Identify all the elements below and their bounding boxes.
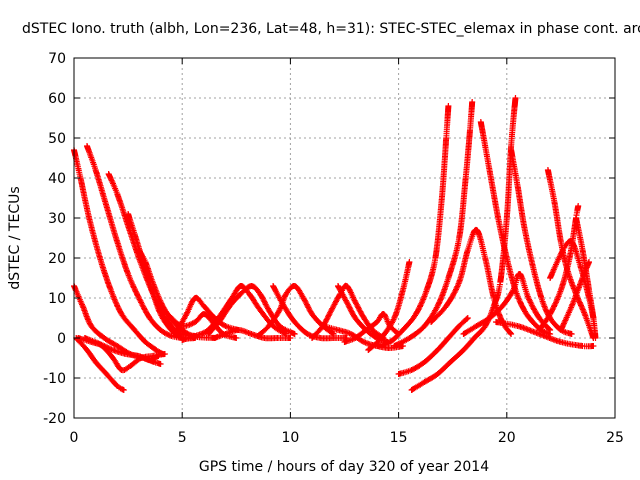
data-marker (93, 167, 109, 208)
data-marker (439, 136, 449, 201)
data-marker (104, 203, 120, 244)
y-tick-label: 0 (57, 331, 66, 347)
x-tick-label: 0 (70, 430, 79, 446)
data-marker (456, 176, 468, 241)
y-tick-label: -10 (43, 371, 66, 387)
data-marker (443, 103, 451, 141)
data-marker (71, 147, 83, 179)
data-marker (521, 223, 535, 268)
data-marker (467, 99, 475, 133)
y-axis-label: dSTEC / TECUs (7, 186, 23, 289)
y-tick-label: 40 (48, 171, 66, 187)
x-tick-label: 25 (606, 430, 624, 446)
series-arc-04 (125, 211, 198, 342)
y-tick-label: 20 (48, 251, 66, 267)
x-axis-label: GPS time / hours of day 320 of year 2014 (199, 459, 489, 475)
data-marker (515, 183, 527, 228)
y-tick-label: -20 (43, 411, 66, 427)
data-marker (487, 167, 501, 220)
series-arc-28 (508, 147, 575, 337)
y-tick-label: 10 (48, 291, 66, 307)
data-markers (71, 95, 599, 393)
data-marker (123, 351, 141, 359)
axis-tick-labels: 0 5 10 15 20 25 -20 -10 0 10 20 30 40 50 60 70 (43, 51, 624, 446)
data-marker (508, 95, 518, 149)
dstec-chart: 0 5 10 15 20 25 -20 -10 0 10 20 30 40 50 60 70 dSTEC Io… (0, 0, 640, 480)
data-marker (551, 199, 563, 244)
data-marker (97, 255, 113, 292)
data-marker (530, 263, 544, 300)
x-tick-label: 15 (390, 430, 408, 446)
data-marker (482, 255, 496, 300)
y-tick-label: 50 (48, 131, 66, 147)
data-marker (463, 128, 473, 181)
y-tick-label: 60 (48, 91, 66, 107)
data-marker (119, 311, 137, 332)
x-tick-label: 5 (178, 430, 187, 446)
y-tick-label: 70 (48, 51, 66, 67)
data-marker (406, 324, 426, 341)
data-marker (400, 313, 418, 334)
data-marker (78, 175, 92, 220)
data-marker (84, 143, 98, 171)
data-marker (545, 167, 557, 203)
data-marker (86, 215, 103, 260)
data-marker (114, 239, 130, 276)
data-marker (274, 335, 293, 341)
data-marker (580, 343, 597, 349)
data-marker (400, 259, 413, 293)
chart-title: dSTEC Iono. truth (albh, Lon=236, Lat=48… (22, 21, 640, 37)
x-tick-label: 10 (281, 430, 299, 446)
data-marker (474, 227, 488, 259)
data-marker (424, 257, 438, 293)
data-marker (478, 119, 492, 171)
y-tick-label: 30 (48, 211, 66, 227)
x-tick-label: 20 (498, 430, 516, 446)
data-marker (558, 339, 584, 349)
series-arc-23 (391, 99, 475, 349)
data-marker (432, 197, 444, 261)
